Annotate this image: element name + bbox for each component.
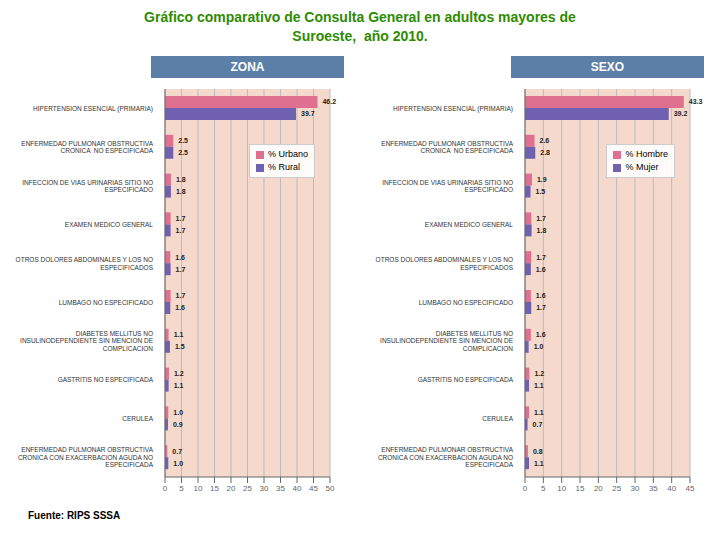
svg-text:10: 10: [194, 484, 203, 493]
svg-text:LUMBAGO NO ESPECIFICADO: LUMBAGO NO ESPECIFICADO: [59, 299, 153, 306]
html-text:% Urbano: % Urbano: [268, 149, 308, 159]
svg-text:30: 30: [631, 484, 640, 493]
svg-text:39.2: 39.2: [674, 110, 688, 117]
svg-text:1.1: 1.1: [534, 460, 544, 467]
svg-text:1.1: 1.1: [534, 382, 544, 389]
svg-text:0: 0: [163, 484, 168, 493]
svg-text:1.6: 1.6: [175, 254, 185, 261]
html-text:Gráfico comparativo de Consult: Gráfico comparativo de Consulta General …: [144, 9, 576, 25]
svg-text:1.7: 1.7: [536, 304, 546, 311]
svg-text:1.2: 1.2: [534, 370, 544, 377]
svg-text:30: 30: [260, 484, 269, 493]
svg-text:INFECCION DE VIAS URINARIAS SI: INFECCION DE VIAS URINARIAS SITIO NOESPE…: [382, 179, 513, 193]
svg-text:2.5: 2.5: [178, 149, 188, 156]
svg-text:1.5: 1.5: [175, 343, 185, 350]
svg-text:1.7: 1.7: [536, 215, 546, 222]
svg-text:1.7: 1.7: [176, 227, 186, 234]
svg-text:0.9: 0.9: [173, 421, 183, 428]
svg-text:CERULEA: CERULEA: [122, 415, 153, 422]
html-text:Fuente: RIPS SSSA: Fuente: RIPS SSSA: [28, 510, 121, 521]
html-text:ZONA: ZONA: [230, 60, 265, 74]
svg-text:1.5: 1.5: [536, 188, 546, 195]
svg-text:1.1: 1.1: [174, 331, 184, 338]
svg-text:40: 40: [667, 484, 676, 493]
svg-text:39.7: 39.7: [301, 110, 315, 117]
svg-text:1.1: 1.1: [174, 382, 184, 389]
svg-text:1.7: 1.7: [176, 215, 186, 222]
html-text:% Mujer: % Mujer: [625, 162, 659, 172]
svg-text:5: 5: [541, 484, 546, 493]
svg-text:0: 0: [523, 484, 528, 493]
svg-text:OTROS DOLORES ABDOMINALES Y LO: OTROS DOLORES ABDOMINALES Y LOS NOESPECI…: [376, 256, 514, 270]
svg-text:LUMBAGO NO ESPECIFICADO: LUMBAGO NO ESPECIFICADO: [419, 299, 513, 306]
svg-text:HIPERTENSION ESENCIAL (PRIMARI: HIPERTENSION ESENCIAL (PRIMARIA): [393, 105, 513, 113]
svg-text:15: 15: [210, 484, 219, 493]
svg-text:EXAMEN MEDICO GENERAL: EXAMEN MEDICO GENERAL: [425, 221, 514, 228]
svg-text:15: 15: [576, 484, 585, 493]
svg-text:35: 35: [276, 484, 285, 493]
svg-text:45: 45: [686, 484, 695, 493]
svg-text:5: 5: [179, 484, 184, 493]
svg-text:10: 10: [557, 484, 566, 493]
svg-text:ENFERMEDAD PULMONAR OBSTRUCTIV: ENFERMEDAD PULMONAR OBSTRUCTIVACRONICA C…: [378, 446, 514, 468]
svg-text:1.0: 1.0: [534, 343, 544, 350]
svg-text:0.8: 0.8: [533, 448, 543, 455]
svg-text:1.6: 1.6: [536, 266, 546, 273]
svg-text:1.0: 1.0: [173, 460, 183, 467]
svg-text:40: 40: [293, 484, 302, 493]
svg-text:25: 25: [612, 484, 621, 493]
svg-text:45: 45: [309, 484, 318, 493]
svg-text:2.8: 2.8: [540, 149, 550, 156]
svg-text:DIABETES MELLITUS NOINSULINODE: DIABETES MELLITUS NOINSULINODEPENDIENTE …: [20, 330, 154, 352]
svg-text:OTROS DOLORES ABDOMINALES Y LO: OTROS DOLORES ABDOMINALES Y LOS NOESPECI…: [16, 256, 154, 270]
svg-text:2.6: 2.6: [540, 137, 550, 144]
svg-text:1.8: 1.8: [176, 176, 186, 183]
svg-text:DIABETES MELLITUS NOINSULINODE: DIABETES MELLITUS NOINSULINODEPENDIENTE …: [380, 330, 514, 352]
svg-text:INFECCION DE VIAS URINARIAS SI: INFECCION DE VIAS URINARIAS SITIO NOESPE…: [22, 179, 153, 193]
svg-text:HIPERTENSION ESENCIAL (PRIMARI: HIPERTENSION ESENCIAL (PRIMARIA): [33, 105, 153, 113]
svg-text:1.1: 1.1: [534, 409, 544, 416]
svg-text:20: 20: [594, 484, 603, 493]
html-text:Suroeste, año 2010.: Suroeste, año 2010.: [292, 28, 428, 44]
svg-text:EXAMEN MEDICO GENERAL: EXAMEN MEDICO GENERAL: [65, 221, 154, 228]
svg-text:1.2: 1.2: [174, 370, 184, 377]
svg-text:0.7: 0.7: [172, 448, 182, 455]
svg-text:25: 25: [243, 484, 252, 493]
svg-text:GASTRITIS NO ESPECIFICADA: GASTRITIS NO ESPECIFICADA: [58, 376, 154, 383]
svg-text:1.6: 1.6: [175, 304, 185, 311]
svg-text:35: 35: [649, 484, 658, 493]
svg-text:1.7: 1.7: [536, 254, 546, 261]
html-text:SEXO: SEXO: [590, 60, 625, 74]
svg-text:1.0: 1.0: [173, 409, 183, 416]
html-text:% Rural: % Rural: [268, 162, 300, 172]
svg-text:ENFERMEDAD PULMONAR OBSTRUCTIV: ENFERMEDAD PULMONAR OBSTRUCTIVACRONICA N…: [21, 140, 153, 154]
svg-text:1.9: 1.9: [537, 176, 547, 183]
svg-text:0.7: 0.7: [533, 421, 543, 428]
svg-text:1.8: 1.8: [176, 188, 186, 195]
svg-text:ENFERMEDAD PULMONAR OBSTRUCTIV: ENFERMEDAD PULMONAR OBSTRUCTIVACRONICA C…: [18, 446, 154, 468]
svg-text:50: 50: [326, 484, 335, 493]
svg-text:1.6: 1.6: [536, 331, 546, 338]
svg-text:2.5: 2.5: [178, 137, 188, 144]
svg-text:1.6: 1.6: [536, 292, 546, 299]
svg-text:43.3: 43.3: [689, 98, 703, 105]
svg-text:GASTRITIS NO ESPECIFICADA: GASTRITIS NO ESPECIFICADA: [418, 376, 514, 383]
svg-text:20: 20: [227, 484, 236, 493]
svg-text:1.7: 1.7: [176, 292, 186, 299]
svg-text:1.7: 1.7: [176, 266, 186, 273]
html-text:% Hombre: % Hombre: [625, 149, 668, 159]
svg-text:1.8: 1.8: [537, 227, 547, 234]
svg-text:ENFERMEDAD PULMONAR OBSTRUCTIV: ENFERMEDAD PULMONAR OBSTRUCTIVACRONICA N…: [381, 140, 513, 154]
svg-text:46.2: 46.2: [322, 98, 336, 105]
svg-text:CERULEA: CERULEA: [482, 415, 513, 422]
